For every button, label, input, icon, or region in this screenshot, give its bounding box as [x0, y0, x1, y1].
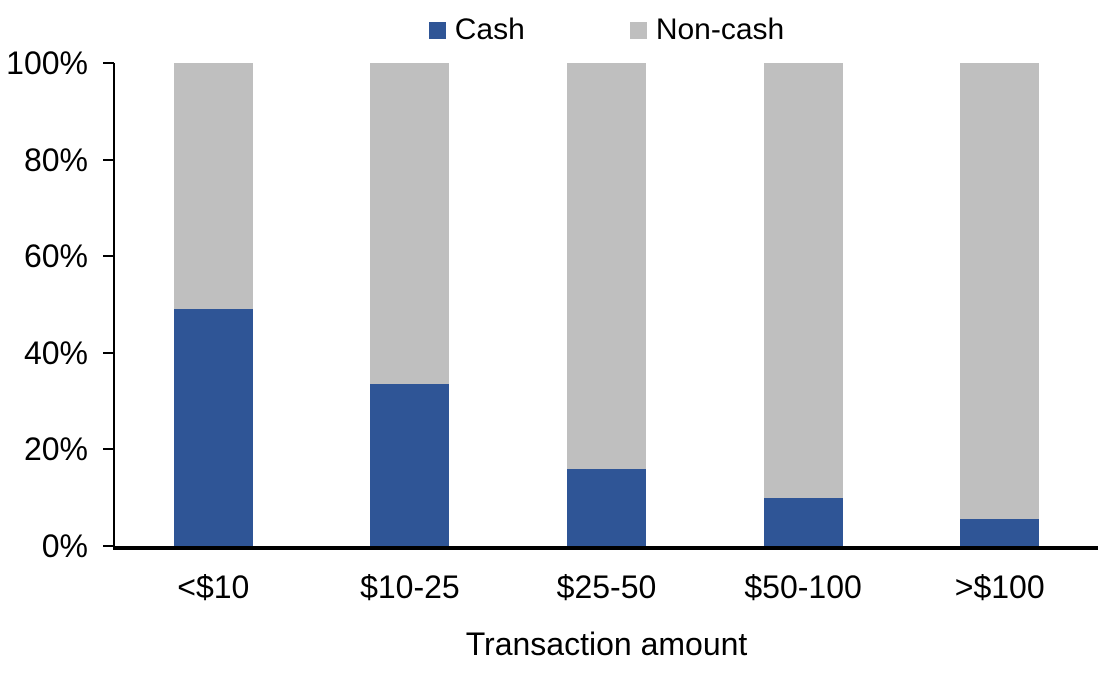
y-tick-label: 40%: [23, 334, 88, 371]
y-tick-mark: [103, 62, 114, 64]
x-tick-label: $25-50: [556, 569, 657, 605]
legend-label-noncash: Non-cash: [655, 13, 785, 46]
bar-segment-cash: [370, 384, 449, 546]
bar-segment-cash: [174, 309, 253, 546]
y-tick-label: 20%: [23, 431, 88, 468]
legend-item-noncash: Non-cash: [629, 13, 785, 47]
y-tick-label: 60%: [23, 238, 88, 275]
bar-segment-noncash: [174, 63, 253, 309]
bar-segment-noncash: [764, 63, 843, 498]
y-tick-mark: [103, 255, 114, 258]
y-tick-label: 100%: [6, 45, 88, 81]
bar-segment-cash: [764, 498, 843, 546]
x-tick-label: $50-100: [744, 569, 862, 605]
bar-segment-noncash: [567, 63, 646, 469]
y-tick-mark: [103, 448, 114, 451]
bar-segment-noncash: [960, 63, 1039, 519]
cash-swatch-icon: [428, 21, 446, 39]
bar-segment-cash: [960, 519, 1039, 546]
legend: Cash Non-cash: [115, 12, 1098, 48]
y-tick-label: 80%: [23, 141, 88, 178]
y-tick-label: 0%: [41, 528, 88, 564]
legend-label-cash: Cash: [454, 13, 525, 46]
legend-item-cash: Cash: [428, 13, 525, 47]
y-axis-line: [113, 63, 115, 550]
plot-area: [115, 63, 1098, 546]
x-tick-label: <$10: [177, 569, 250, 605]
noncash-swatch-icon: [629, 21, 647, 39]
x-tick-label: >$100: [954, 569, 1045, 605]
y-tick-mark: [103, 158, 114, 161]
x-axis-line: [113, 546, 1098, 550]
y-tick-mark: [103, 545, 114, 547]
bar-segment-cash: [567, 469, 646, 546]
y-tick-mark: [103, 351, 114, 354]
x-axis-title: Transaction amount: [465, 626, 748, 662]
x-tick-label: $10-25: [360, 569, 460, 605]
bar-segment-noncash: [370, 63, 449, 384]
